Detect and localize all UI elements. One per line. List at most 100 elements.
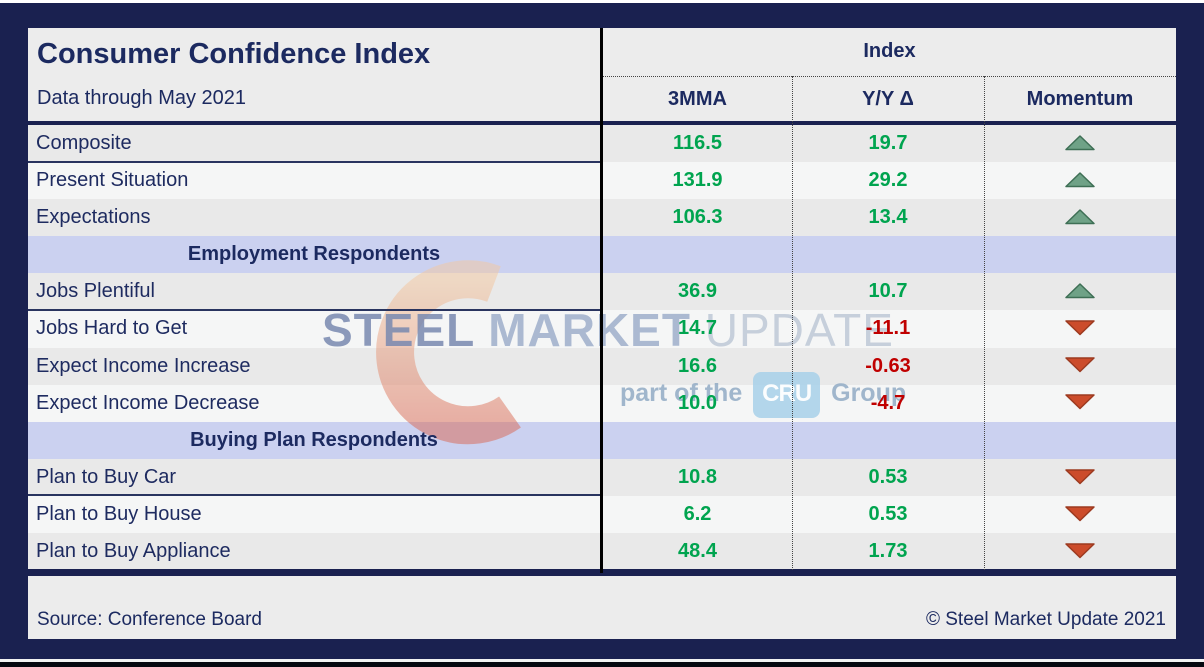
row-label: Jobs Hard to Get: [36, 317, 188, 340]
value-3mma: 116.5: [673, 132, 722, 154]
value-3mma: 36.9: [678, 280, 717, 303]
value-3mma: 131.9: [672, 169, 723, 192]
momentum-up-icon: [1065, 283, 1095, 299]
cell-3mma: 131.9: [603, 162, 792, 199]
row-label: Jobs Plentiful: [36, 280, 155, 303]
value-yy-delta: 10.7: [868, 280, 908, 303]
value-3mma: 48.4: [678, 540, 717, 563]
row-label: Expect Income Increase: [36, 354, 251, 377]
dotted-divider-3mma-yy: [792, 76, 793, 570]
momentum-indicator: [984, 125, 1176, 160]
row-label: Composite: [36, 132, 132, 154]
value-3mma: 14.7: [678, 317, 717, 340]
row-label: Present Situation: [36, 169, 189, 192]
cell-3mma: 14.7: [603, 310, 792, 347]
column-header-row: 3MMA Y/Y Δ Momentum: [603, 76, 1176, 122]
value-yy-delta: 19.7: [868, 132, 908, 154]
momentum-down-icon: [1065, 394, 1095, 410]
value-yy-delta: -4.7: [870, 391, 906, 414]
momentum-indicator: [984, 533, 1176, 568]
cell-3mma: 36.9: [603, 273, 792, 310]
row-label: Plan to Buy House: [36, 502, 202, 525]
dotted-divider-yy-momentum: [984, 76, 985, 570]
row-label: Plan to Buy Car: [36, 465, 177, 488]
momentum-up-icon: [1065, 135, 1095, 151]
cell-3mma: 48.4: [603, 533, 792, 570]
cell-yy-delta: -11.1: [792, 310, 984, 347]
column-header-3mma: 3MMA: [668, 88, 727, 110]
cell-yy-delta: 0.53: [792, 496, 984, 533]
footer: Source: Conference Board © Steel Market …: [28, 576, 1176, 639]
cell-momentum: [984, 125, 1176, 162]
value-yy-delta: 13.4: [868, 206, 908, 229]
cell-3mma: 10.0: [603, 385, 792, 422]
index-group-label: Index: [863, 40, 916, 62]
value-yy-delta: -11.1: [865, 317, 911, 340]
momentum-down-icon: [1065, 468, 1095, 484]
copyright-note: © Steel Market Update 2021: [925, 609, 1166, 630]
value-3mma: 6.2: [683, 502, 712, 525]
cell-momentum: [984, 533, 1176, 570]
index-group-header: Index: [603, 28, 1176, 76]
momentum-indicator: [984, 348, 1176, 383]
momentum-indicator: [984, 385, 1176, 420]
cell-3mma: 106.3: [603, 199, 792, 236]
page-subtitle: Data through May 2021: [37, 87, 247, 109]
momentum-down-icon: [1065, 320, 1095, 336]
value-3mma: 10.0: [678, 391, 717, 414]
cell-3mma: 116.5: [603, 125, 792, 162]
momentum-indicator: [984, 199, 1176, 234]
momentum-indicator: [984, 162, 1176, 197]
top-edge-line: [0, 0, 1204, 3]
momentum-up-icon: [1065, 172, 1095, 188]
value-3mma: 16.6: [678, 354, 717, 377]
source-note: Source: Conference Board: [37, 609, 262, 630]
section-label: Buying Plan Respondents: [190, 428, 438, 451]
cell-momentum: [984, 496, 1176, 533]
value-yy-delta: 0.53: [868, 502, 908, 525]
cell-yy-delta: 29.2: [792, 162, 984, 199]
cell-yy-delta: 1.73: [792, 533, 984, 570]
momentum-down-icon: [1065, 357, 1095, 373]
momentum-indicator: [984, 459, 1176, 494]
value-yy-delta: 1.73: [868, 540, 908, 563]
page-title: Consumer Confidence Index: [37, 38, 431, 70]
cell-yy-delta: 0.53: [792, 459, 984, 496]
cell-momentum: [984, 459, 1176, 496]
label-column-divider: [600, 28, 603, 573]
cell-yy-delta: -0.63: [792, 348, 984, 385]
momentum-indicator: [984, 310, 1176, 345]
cell-momentum: [984, 199, 1176, 236]
cell-yy-delta: -4.7: [792, 385, 984, 422]
cell-yy-delta: 19.7: [792, 125, 984, 162]
cell-yy-delta: 13.4: [792, 199, 984, 236]
title-cell: Consumer Confidence Index Data through M…: [28, 28, 600, 121]
cell-momentum: [984, 348, 1176, 385]
column-header-yy-delta: Y/Y Δ: [862, 88, 914, 110]
row-label: Expect Income Decrease: [36, 391, 260, 414]
row-label: Plan to Buy Appliance: [36, 540, 231, 563]
momentum-down-icon: [1065, 505, 1095, 521]
cell-momentum: [984, 385, 1176, 422]
momentum-indicator: [984, 496, 1176, 531]
momentum-up-icon: [1065, 209, 1095, 225]
bottom-edge-line-white: [0, 659, 1204, 662]
column-header-momentum: Momentum: [1026, 88, 1134, 110]
cell-momentum: [984, 273, 1176, 310]
cell-momentum: [984, 310, 1176, 347]
value-yy-delta: -0.63: [865, 354, 911, 377]
value-3mma: 106.3: [672, 206, 723, 229]
momentum-indicator: [984, 273, 1176, 308]
cell-3mma: 6.2: [603, 496, 792, 533]
momentum-down-icon: [1065, 543, 1095, 559]
cell-yy-delta: 10.7: [792, 273, 984, 310]
bottom-edge-line-black: [0, 662, 1204, 667]
value-yy-delta: 0.53: [868, 465, 908, 488]
value-3mma: 10.8: [678, 465, 717, 488]
cell-3mma: 10.8: [603, 459, 792, 496]
row-label: Expectations: [36, 206, 151, 229]
section-label: Employment Respondents: [187, 243, 441, 266]
cell-momentum: [984, 162, 1176, 199]
value-yy-delta: 29.2: [868, 169, 908, 192]
